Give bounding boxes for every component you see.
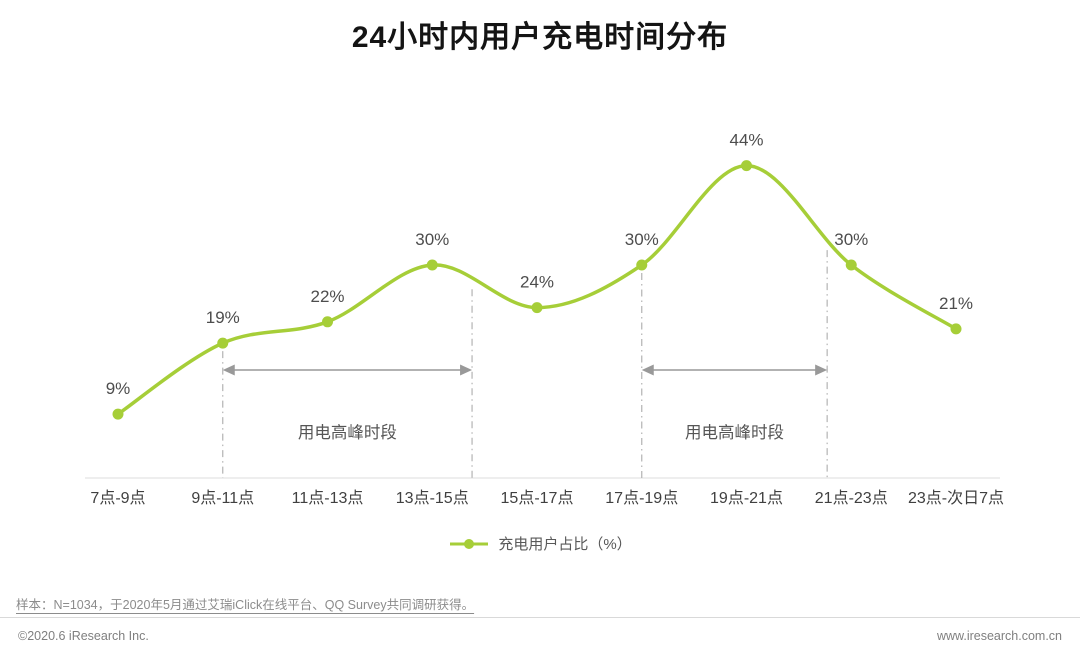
data-value-label: 9% — [106, 379, 131, 398]
data-point — [741, 160, 752, 172]
x-axis-label: 11点-13点 — [292, 489, 364, 507]
legend: 充电用户占比（%） — [0, 533, 1080, 554]
x-axis-label: 13点-15点 — [396, 489, 469, 507]
data-point — [950, 323, 962, 335]
data-point — [531, 302, 543, 314]
x-axis-label: 9点-11点 — [191, 489, 254, 507]
footer-bar: ©2020.6 iResearch Inc. www.iresearch.com… — [0, 624, 1080, 648]
data-value-label: 30% — [625, 230, 659, 249]
data-value-label: 24% — [520, 273, 554, 292]
x-axis-label: 7点-9点 — [90, 489, 145, 507]
legend-line-icon — [448, 538, 490, 550]
x-axis-label: 21点-23点 — [815, 489, 888, 507]
line-chart-canvas: 用电高峰时段 用电高峰时段 9% 7点-9点 19% 9点-11点 22% 11点-13点 30… — [85, 131, 1004, 507]
peak-arrow-head-left — [641, 364, 654, 376]
peak-arrow-head-right — [460, 364, 473, 376]
legend-label: 充电用户占比（%） — [498, 536, 632, 553]
data-value-label: 22% — [310, 287, 344, 306]
footer-divider — [0, 617, 1080, 618]
data-value-label: 30% — [834, 230, 868, 249]
x-axis-label: 23点-次日7点 — [908, 489, 1004, 507]
data-point — [426, 259, 438, 271]
chart-title: 24小时内用户充电时间分布 — [351, 21, 729, 54]
data-point — [112, 408, 124, 420]
x-axis-label: 19点-21点 — [710, 489, 783, 507]
data-point — [217, 337, 229, 349]
data-value-label: 21% — [939, 294, 973, 313]
data-value-label: 30% — [415, 230, 449, 249]
copyright-text: ©2020.6 iResearch Inc. — [18, 629, 149, 643]
data-point — [322, 316, 333, 328]
sample-note: 样本：N=1034，于2020年5月通过艾瑞iClick在线平台、QQ Surv… — [16, 598, 475, 612]
peak-period-label: 用电高峰时段 — [298, 423, 397, 442]
x-axis-label: 15点-17点 — [501, 489, 574, 507]
peak-arrow-head-right — [815, 364, 828, 376]
data-point — [636, 259, 648, 271]
x-axis-label: 17点-19点 — [605, 489, 678, 507]
peak-period-label: 用电高峰时段 — [685, 423, 784, 442]
website-link[interactable]: www.iresearch.com.cn — [936, 629, 1062, 643]
data-value-label: 44% — [729, 131, 763, 150]
peak-arrow-head-left — [222, 364, 235, 376]
line-chart: 用电高峰时段 用电高峰时段 9% 7点-9点 19% 9点-11点 22% 11点-13点 30… — [0, 75, 1080, 520]
data-value-label: 19% — [206, 308, 240, 327]
data-point — [845, 259, 857, 271]
